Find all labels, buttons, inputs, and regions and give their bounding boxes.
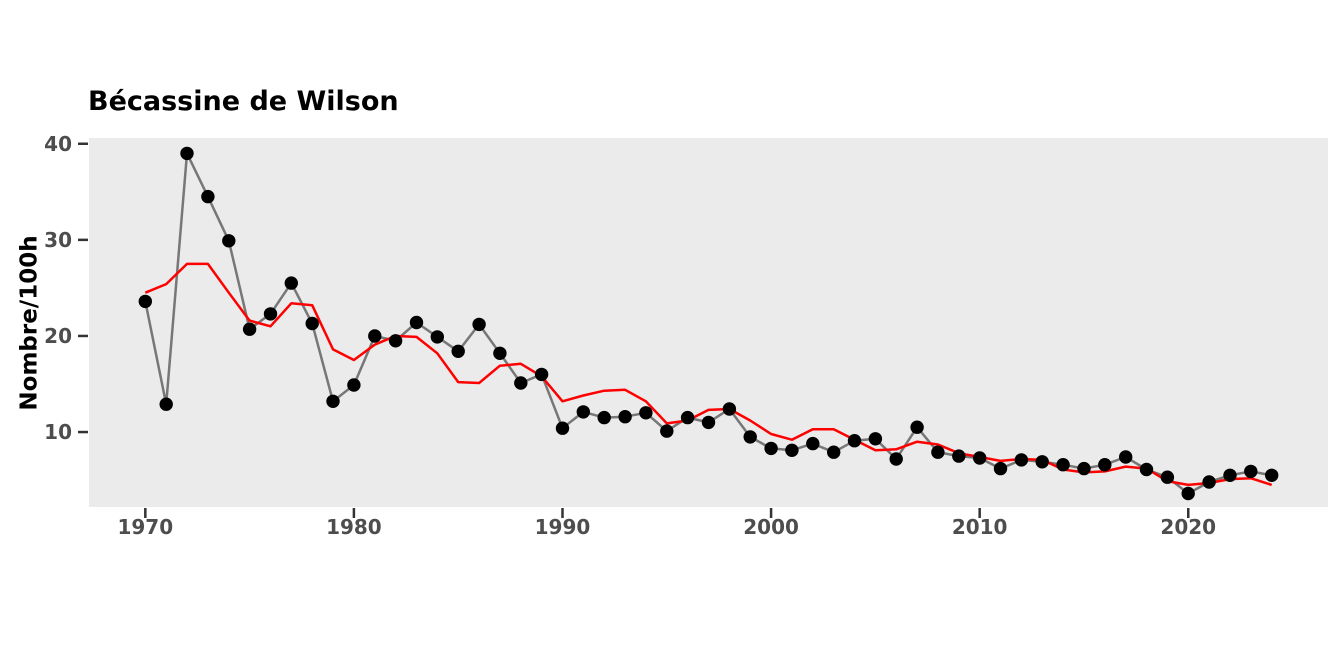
data-point — [284, 276, 298, 290]
data-point — [785, 443, 799, 457]
data-point — [1244, 464, 1258, 479]
data-point — [847, 434, 862, 448]
y-axis-title: Nombre/100h — [16, 235, 43, 411]
data-point — [1098, 458, 1112, 472]
data-point — [680, 410, 695, 425]
data-point — [952, 449, 966, 463]
data-point — [1181, 486, 1195, 501]
data-point — [973, 451, 987, 465]
data-point — [701, 415, 716, 430]
data-point — [326, 394, 340, 408]
data-point — [493, 346, 507, 360]
data-point — [1202, 475, 1216, 489]
data-point — [368, 329, 382, 343]
data-point — [1014, 453, 1029, 467]
data-point — [555, 421, 570, 435]
data-point — [472, 317, 486, 332]
data-point — [1139, 462, 1154, 477]
data-point — [1077, 461, 1091, 476]
data-point — [597, 410, 611, 425]
data-point — [347, 378, 361, 392]
data-point — [576, 405, 590, 419]
data-point — [806, 436, 820, 451]
data-point — [931, 445, 945, 459]
data-point — [660, 424, 674, 438]
y-tick-label: 40 — [44, 132, 72, 156]
x-tick-label: 2000 — [743, 515, 799, 539]
data-point — [388, 334, 403, 348]
data-point — [827, 445, 841, 459]
data-point — [1056, 458, 1070, 472]
data-point — [618, 410, 632, 424]
data-point — [764, 441, 778, 456]
y-tick-label: 10 — [44, 420, 72, 444]
y-tick-label: 20 — [44, 324, 72, 348]
data-point — [138, 294, 152, 309]
data-point — [1223, 468, 1237, 482]
data-point — [910, 420, 924, 434]
data-point — [409, 315, 424, 330]
data-point — [889, 452, 903, 466]
data-point — [180, 146, 194, 161]
data-point — [451, 344, 465, 358]
y-tick-label: 30 — [44, 228, 72, 252]
data-point — [1119, 450, 1133, 464]
data-point — [222, 234, 236, 248]
x-tick-label: 2020 — [1160, 515, 1216, 539]
panel-background — [89, 138, 1328, 507]
x-tick-label: 1980 — [326, 515, 382, 539]
data-point — [430, 330, 444, 344]
data-point — [868, 432, 883, 446]
x-tick-label: 1970 — [117, 515, 173, 539]
data-point — [1265, 468, 1279, 482]
data-point — [201, 189, 215, 204]
x-tick-label: 1990 — [535, 515, 591, 539]
data-point — [639, 406, 653, 420]
data-point — [514, 376, 528, 390]
data-point — [1160, 470, 1175, 484]
data-point — [534, 367, 549, 382]
data-point — [305, 316, 319, 331]
data-point — [743, 430, 757, 444]
data-point — [993, 461, 1008, 476]
data-point — [1035, 455, 1049, 469]
data-point — [242, 322, 257, 336]
data-point — [159, 397, 173, 411]
data-point — [263, 307, 278, 321]
data-point — [722, 402, 737, 416]
chart-title: Bécassine de Wilson — [88, 86, 399, 117]
x-tick-label: 2010 — [952, 515, 1008, 539]
